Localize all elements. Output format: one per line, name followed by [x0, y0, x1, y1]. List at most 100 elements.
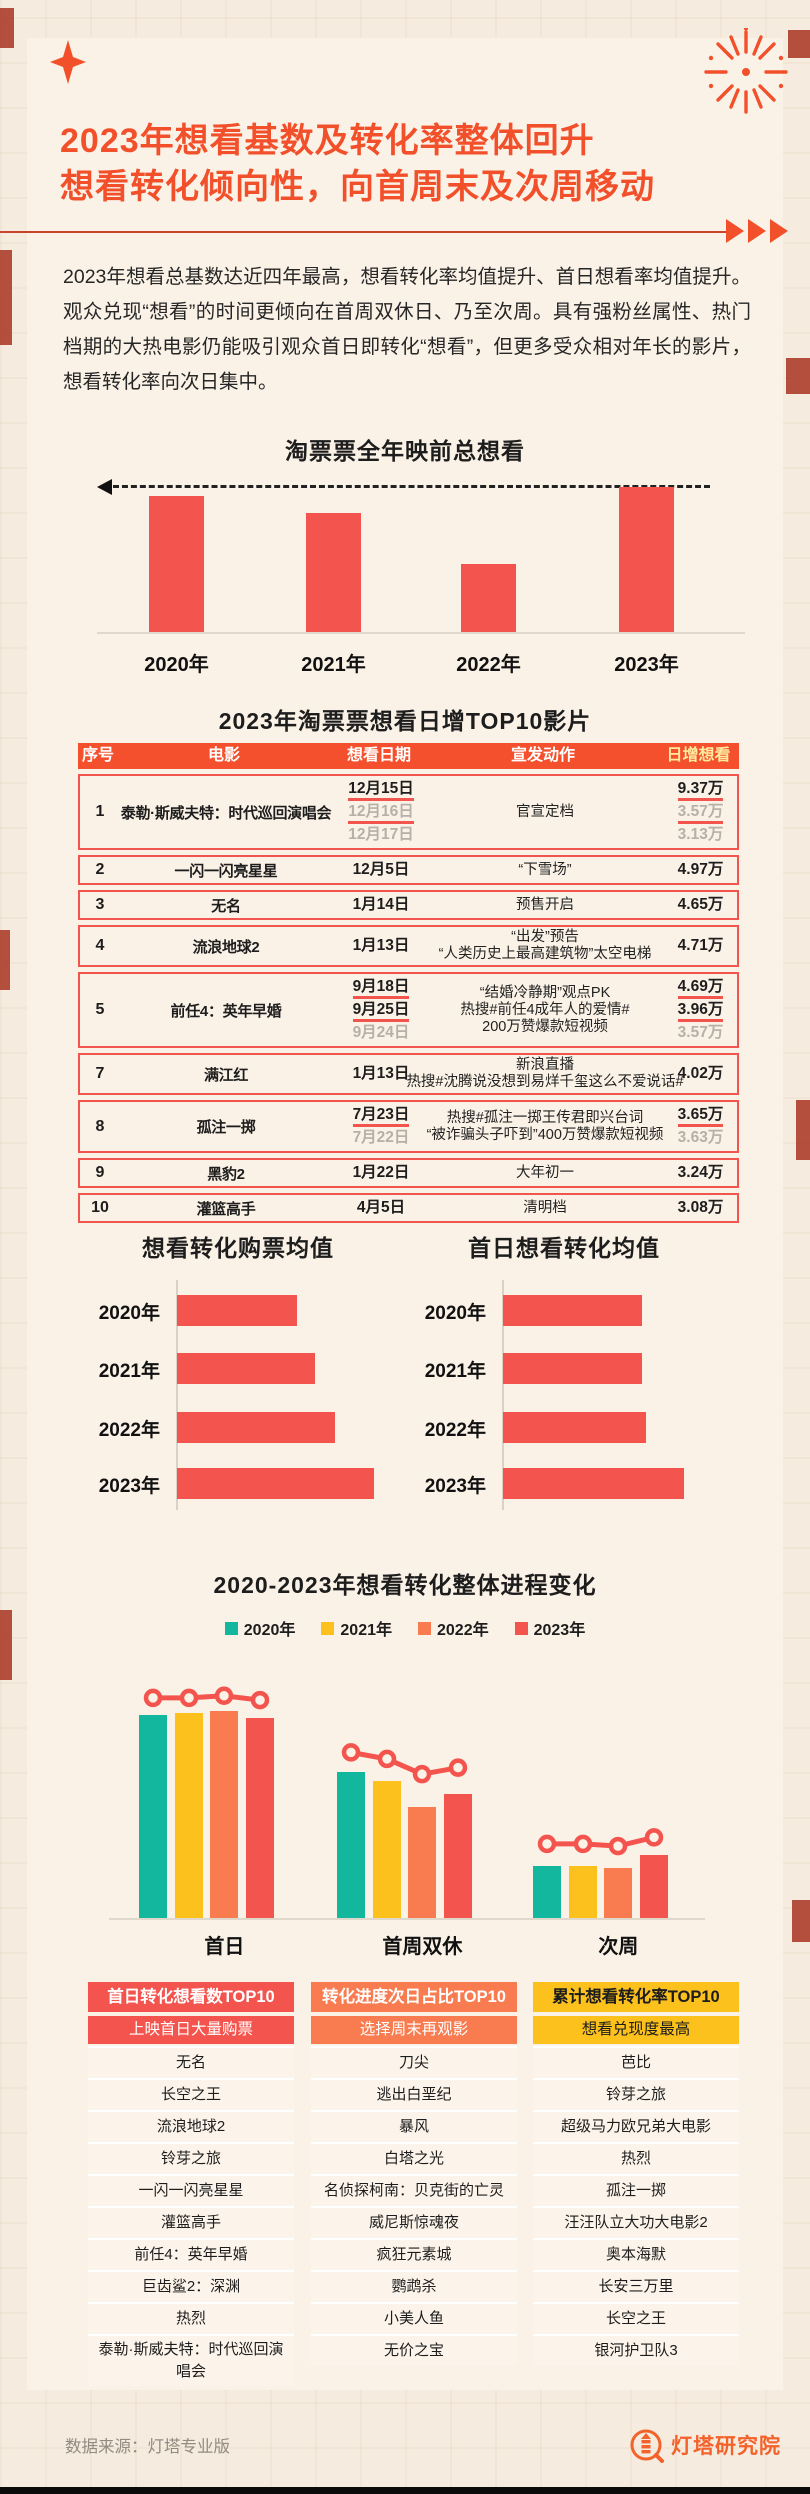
card-item-list: 无名 长空之王 流浪地球2 铃芽之旅 一闪一闪亮星星 灌篮高手 前任4：英年早婚 巨齿鲨2：深… — [88, 2046, 294, 2386]
list-item: 长空之王 — [533, 2302, 739, 2334]
rank-cell: 8 — [95, 1117, 105, 1135]
value-cell: 3.65万 3.63万 — [660, 1104, 741, 1149]
h-bar-label: 2023年 — [98, 1476, 160, 1497]
data-source-note: 数据来源：灯塔专业版 — [65, 2438, 230, 2456]
group-bar-首日-2021年 — [175, 1713, 203, 1918]
date-cell: 1月22日 — [332, 1162, 430, 1184]
h-bar-2021年 — [503, 1353, 642, 1384]
rank-cell: 2 — [95, 861, 105, 878]
card-subtitle: 想看兑现度最高 — [533, 2016, 739, 2044]
legend-label: 2021年 — [340, 1622, 392, 1639]
annual-bar-label: 2020年 — [144, 654, 209, 676]
legend-item-2020年: 2020年 — [224, 1616, 296, 1640]
table-cell-line: 3.65万 — [677, 1104, 724, 1127]
movie-cell: 前任4：英年早婚 — [170, 1002, 282, 1020]
edge-seal-decoration — [796, 1100, 810, 1160]
list-item: 无价之宝 — [311, 2334, 517, 2366]
value-cell: 4.69万 3.96万 3.57万 — [660, 976, 741, 1044]
date-cell: 12月15日 12月16日 12月17日 — [332, 778, 430, 846]
list-item: 长安三万里 — [533, 2270, 739, 2302]
table-cell-line: 1月13日 — [352, 937, 410, 954]
divider-line — [0, 231, 730, 233]
wish-to-purchase-bar-chart: 2020年 2021年 2022年 2023年 — [88, 1255, 388, 1515]
action-cell: 热搜#孤注一掷王传君即兴台词 “被诈骗头子吓到”400万赞爆款短视频 — [427, 1110, 664, 1144]
date-cell: 9月18日 9月25日 9月24日 — [332, 976, 430, 1044]
trend-line-overlay — [143, 1686, 664, 1856]
rank-cell: 1 — [95, 803, 105, 820]
list-item: 热烈 — [533, 2142, 739, 2174]
bottom-black-bar — [0, 2487, 810, 2494]
table-cell-line: 12月16日 — [348, 801, 414, 824]
chart-annual-title: 淘票票全年映前总想看 — [285, 438, 525, 464]
list-item: 热烈 — [88, 2302, 294, 2334]
list-item: 奥本海默 — [533, 2238, 739, 2270]
h-bar-2022年 — [177, 1412, 335, 1443]
card-title: 转化进度次日占比TOP10 — [311, 1982, 517, 2012]
legend-item-2022年: 2022年 — [418, 1616, 489, 1640]
legend-swatch — [224, 1621, 238, 1635]
table-title: 2023年淘票票想看日增TOP10影片 — [218, 708, 592, 734]
group-bar-首周双休-2021年 — [373, 1781, 401, 1918]
chart-legend: 2020年 2021年 2022年 2023年 — [0, 1616, 810, 1640]
h-bar-2021年 — [177, 1353, 315, 1384]
annual-bar-2022年 — [461, 564, 516, 632]
table-header-cell: 序号 — [81, 747, 114, 764]
edge-seal-decoration — [0, 8, 14, 48]
movie-cell: 一闪一闪亮星星 — [174, 862, 278, 880]
group-bar-首周双休-2023年 — [444, 1794, 472, 1918]
table-cell-line: 3.08万 — [677, 1199, 724, 1216]
rank-cell: 5 — [95, 1001, 105, 1018]
sparkle-icon — [50, 40, 86, 84]
h-bar-label: 2020年 — [424, 1303, 486, 1324]
h-bar-label: 2021年 — [98, 1361, 160, 1382]
action-cell: “出发”预告 “人类历史上最高建筑物”太空电梯 — [430, 929, 660, 963]
group-bar-首日-2022年 — [210, 1711, 238, 1918]
top10-daily-wish-table: 序号 电影 想看日期 宣发动作 日增想看 1 泰勒·斯威夫特：时代巡回演唱会 12月15日 12… — [78, 743, 739, 1223]
x-axis — [109, 1918, 705, 1920]
movie-cell: 黑豹2 — [207, 1165, 245, 1183]
conversion-progress-chart: 首日 首周双休 次周 — [88, 1680, 722, 1960]
value-cell: 4.71万 — [660, 935, 741, 957]
list-item: 超级马力欧兄弟大电影 — [533, 2110, 739, 2142]
value-cell: 9.37万 3.57万 3.13万 — [660, 778, 741, 846]
value-cell: 3.24万 — [660, 1162, 741, 1184]
list-item: 巨齿鲨2：深渊 — [88, 2270, 294, 2302]
annual-bar-label: 2022年 — [456, 654, 521, 676]
action-line: 热搜#前任4成年人的爱情# — [460, 1001, 630, 1018]
list-item: 孤注一掷 — [533, 2174, 739, 2206]
table-header-cell: 电影 — [207, 747, 240, 764]
group-label: 次周 — [598, 1936, 639, 1958]
card-subtitle: 选择周末再观影 — [311, 2016, 517, 2044]
action-line: 热搜#沈腾说没想到易烊千玺这么不爱说话# — [406, 1074, 684, 1090]
table-row: 5 前任4：英年早婚 9月18日 9月25日 9月24日 “结婚冷静期”观点PK 热搜#前任… — [78, 972, 739, 1048]
h-bar-label: 2022年 — [98, 1420, 160, 1441]
legend-label: 2020年 — [243, 1622, 296, 1639]
action-cell: 清明档 — [430, 1200, 660, 1217]
action-line: 预售开启 — [516, 896, 574, 913]
rank-cell: 4 — [95, 937, 105, 954]
edge-seal-decoration — [0, 1610, 12, 1680]
list-item: 汪汪队立大功大电影2 — [533, 2206, 739, 2238]
movie-cell: 满江红 — [203, 1066, 249, 1084]
page-title-line1: 2023年想看基数及转化率整体回升 — [60, 122, 595, 160]
brand-logo-lockup: 灯塔研究院 — [628, 2427, 781, 2463]
list-item: 流浪地球2 — [88, 2110, 294, 2142]
intro-paragraph: 2023年想看总基数达近四年最高，想看转化率均值提升、首日想看率均值提升。观众兑… — [63, 265, 751, 393]
list-item: 逃出白垩纪 — [311, 2078, 517, 2110]
list-item: 小美人鱼 — [311, 2302, 517, 2334]
action-cell: 预售开启 — [430, 897, 660, 914]
table-cell-line: 7月22日 — [352, 1129, 410, 1146]
table-cell-line: 12月17日 — [348, 826, 414, 843]
card-subtitle: 上映首日大量购票 — [88, 2016, 294, 2044]
annual-bar-2021年 — [306, 513, 361, 632]
page-title-line2: 想看转化倾向性，向首周末及次周移动 — [60, 168, 655, 206]
firework-icon — [704, 28, 788, 114]
date-cell: 7月23日 7月22日 — [332, 1104, 430, 1149]
annual-bar-2023年 — [619, 487, 674, 632]
value-cell: 4.02万 — [660, 1063, 741, 1085]
edge-seal-decoration — [0, 930, 10, 990]
table-cell-line: 1月22日 — [352, 1164, 410, 1181]
rank-cell: 10 — [91, 1199, 109, 1216]
top10-card-first-day: 首日转化想看数TOP10 上映首日大量购票 无名 长空之王 流浪地球2 铃芽之旅 一闪一闪亮… — [88, 1982, 294, 2386]
